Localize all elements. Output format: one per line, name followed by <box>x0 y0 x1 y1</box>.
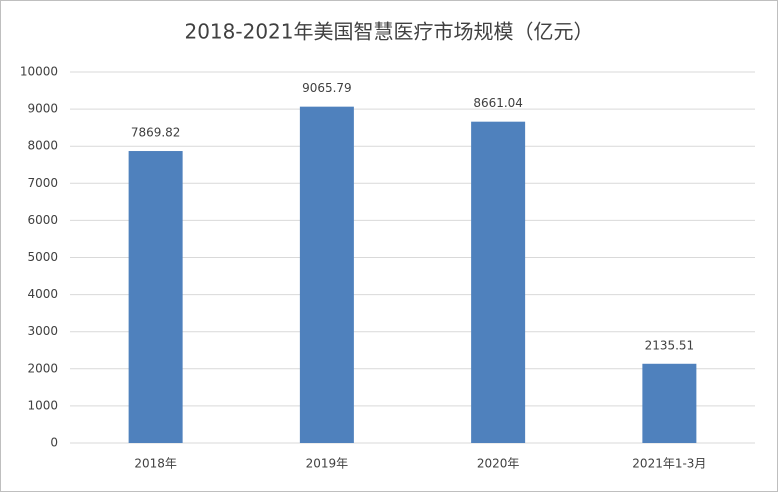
bar <box>642 363 697 443</box>
y-tick-label: 5000 <box>27 250 58 264</box>
y-tick-label: 10000 <box>20 65 58 79</box>
x-tick-label: 2019年 <box>306 457 349 471</box>
y-tick-label: 9000 <box>27 102 58 116</box>
y-tick-label: 2000 <box>27 361 58 375</box>
y-tick-label: 1000 <box>27 398 58 412</box>
bar <box>128 151 183 444</box>
x-tick-label: 2020年 <box>477 457 520 471</box>
y-tick-label: 7000 <box>27 176 58 190</box>
x-tick-label: 2021年1-3月 <box>632 457 706 471</box>
data-label: 7869.82 <box>131 126 181 140</box>
bar <box>471 121 526 443</box>
x-tick-label: 2018年 <box>134 457 177 471</box>
y-tick-label: 6000 <box>27 213 58 227</box>
y-tick-label: 8000 <box>27 139 58 153</box>
y-tick-label: 4000 <box>27 287 58 301</box>
data-label: 2135.51 <box>645 338 695 352</box>
chart-title: 2018-2021年美国智慧医疗市场规模（亿元） <box>184 20 593 44</box>
data-label: 9065.79 <box>302 81 352 95</box>
y-tick-label: 0 <box>50 436 58 450</box>
bar <box>299 106 354 444</box>
data-label: 8661.04 <box>473 96 523 110</box>
y-tick-label: 3000 <box>27 324 58 338</box>
